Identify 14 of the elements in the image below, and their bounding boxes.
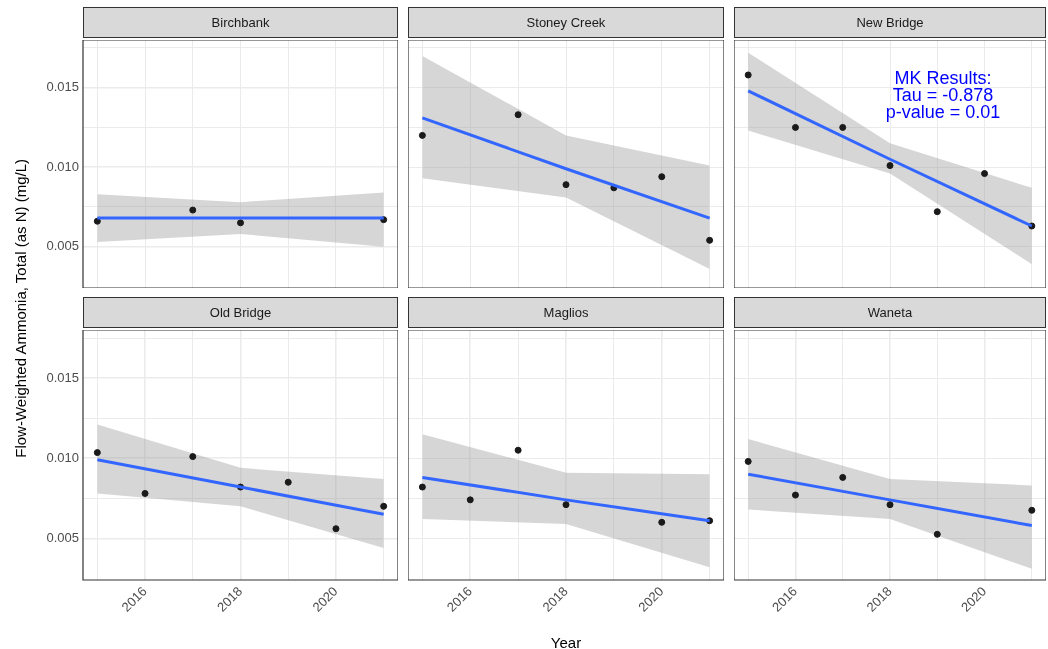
chart-title: Maglios: [408, 297, 724, 328]
chart-title: Waneta: [734, 297, 1046, 328]
chart-title: Birchbank: [83, 7, 398, 38]
y-tick-label: 0.005: [46, 529, 79, 545]
x-axis-title: Year: [549, 634, 583, 649]
chart-title: Old Bridge: [83, 297, 398, 328]
y-tick-label: 0.010: [46, 449, 79, 465]
y-tick-label: 0.015: [46, 369, 79, 385]
y-axis-title: Flow-Weighted Ammonia, Total (as N) (mg/L): [11, 159, 29, 458]
chart-title: Stoney Creek: [408, 7, 724, 38]
y-tick-label: 0.015: [46, 79, 79, 95]
y-tick-label: 0.010: [46, 158, 79, 174]
y-tick-label: 0.005: [46, 238, 79, 254]
chart-title: New Bridge: [734, 7, 1046, 38]
